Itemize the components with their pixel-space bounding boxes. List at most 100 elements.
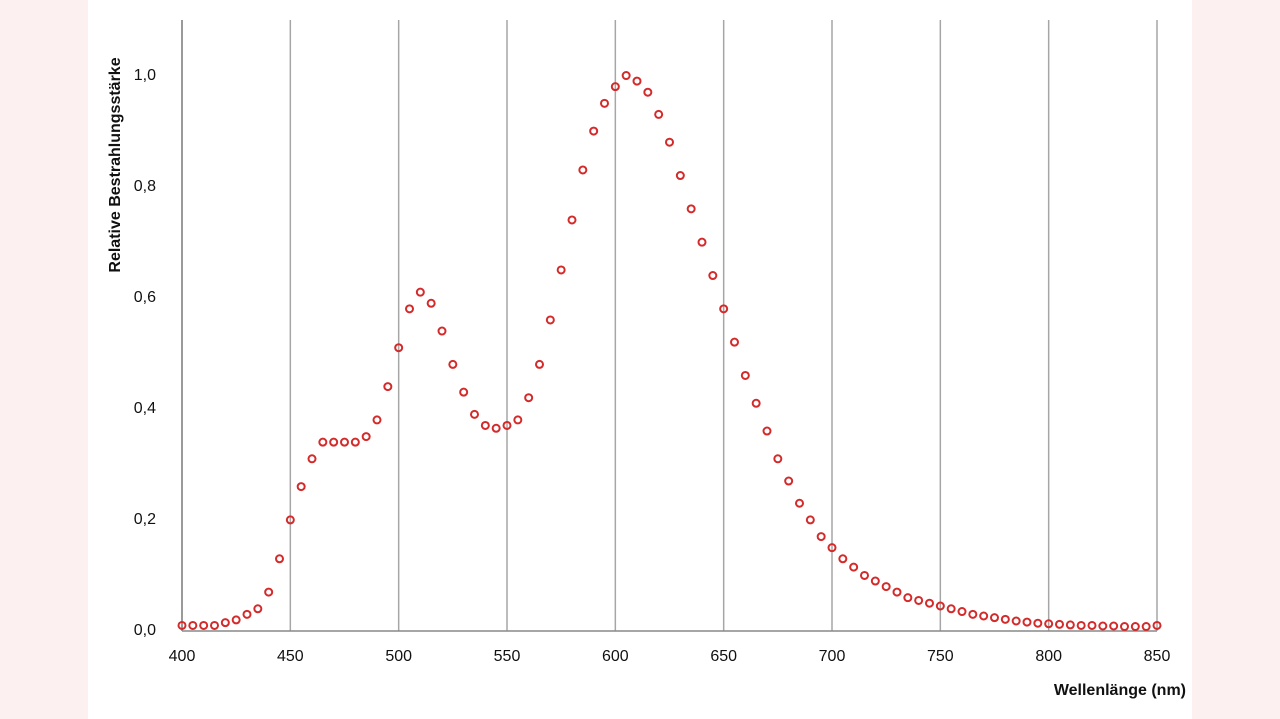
data-point (1109, 621, 1119, 631)
data-point (556, 265, 566, 275)
data-point (394, 343, 404, 353)
data-point (773, 454, 783, 464)
x-tick-label: 650 (710, 648, 737, 665)
data-point (1120, 622, 1129, 632)
data-point (480, 420, 490, 430)
data-point (795, 498, 804, 508)
data-point (621, 71, 631, 81)
data-point (816, 532, 826, 542)
data-point (372, 415, 382, 425)
data-point (610, 82, 620, 92)
data-point (589, 126, 599, 136)
data-point (448, 359, 458, 369)
data-point (675, 171, 685, 181)
data-point (264, 587, 274, 597)
x-tick-label: 500 (385, 648, 412, 665)
data-point (1055, 619, 1064, 629)
data-point (210, 620, 219, 630)
data-point (1044, 619, 1054, 629)
data-point (1130, 622, 1140, 632)
y-tick-label: 1,0 (134, 67, 156, 84)
data-point (838, 554, 848, 564)
data-point (1141, 622, 1151, 632)
chart-background (88, 0, 1192, 719)
data-point (177, 620, 187, 630)
data-point (567, 215, 577, 225)
data-point (990, 613, 999, 623)
x-tick-label: 800 (1035, 648, 1062, 665)
data-point (719, 304, 729, 314)
data-point (437, 326, 447, 336)
data-point (957, 607, 967, 617)
data-point (654, 109, 664, 119)
data-point (491, 423, 501, 433)
data-point (1065, 620, 1075, 630)
data-point (740, 370, 750, 380)
data-point (762, 426, 772, 436)
data-point (329, 437, 339, 447)
data-point (1098, 621, 1108, 631)
data-point (708, 271, 718, 281)
data-point (881, 582, 891, 592)
data-point (285, 515, 295, 525)
data-point (242, 609, 252, 619)
data-point (827, 543, 837, 553)
data-point (524, 393, 534, 403)
x-tick-label: 850 (1144, 648, 1171, 665)
data-point (513, 415, 523, 425)
data-point (1022, 617, 1032, 627)
data-point (426, 298, 436, 308)
data-point (502, 420, 512, 430)
x-tick-label: 450 (277, 648, 304, 665)
data-point (383, 382, 393, 392)
y-tick-label: 0,6 (134, 289, 156, 306)
data-point (459, 387, 469, 397)
data-point (350, 437, 360, 447)
data-point (405, 304, 414, 314)
y-axis-label: Relative Bestrahlungsstärke (107, 57, 124, 272)
data-point (1011, 616, 1021, 626)
data-point (697, 237, 707, 247)
data-point (340, 437, 349, 447)
data-point (968, 609, 978, 619)
x-axis-label: Wellenlänge (nm) (1054, 682, 1186, 699)
data-point (925, 598, 934, 608)
data-point (903, 593, 913, 603)
data-point (1076, 620, 1086, 630)
data-point (860, 570, 869, 580)
data-point (643, 87, 653, 97)
data-point (307, 454, 317, 464)
data-point (296, 482, 306, 492)
data-point (1033, 618, 1043, 628)
data-point (805, 515, 815, 525)
data-point (231, 615, 241, 625)
x-tick-label: 400 (169, 648, 196, 665)
data-point (914, 595, 924, 605)
x-tick-label: 700 (819, 648, 846, 665)
data-point (632, 76, 642, 86)
data-point (318, 437, 328, 447)
data-point (665, 137, 674, 147)
data-point (545, 315, 555, 325)
data-point (470, 409, 479, 419)
data-point (199, 620, 209, 630)
data-point (415, 287, 425, 297)
data-point (1152, 620, 1162, 630)
data-point (253, 604, 263, 614)
data-point (188, 620, 198, 630)
y-tick-label: 0,0 (134, 622, 156, 639)
y-tick-label: 0,2 (134, 511, 156, 528)
data-point (535, 359, 544, 369)
x-tick-label: 600 (602, 648, 629, 665)
data-point (220, 618, 230, 628)
data-point (600, 98, 609, 108)
x-tick-label: 750 (927, 648, 954, 665)
data-point (849, 562, 859, 572)
data-point (686, 204, 696, 214)
data-point (892, 587, 902, 597)
data-point (870, 576, 880, 586)
data-point (1000, 614, 1010, 624)
data-point (784, 476, 794, 486)
